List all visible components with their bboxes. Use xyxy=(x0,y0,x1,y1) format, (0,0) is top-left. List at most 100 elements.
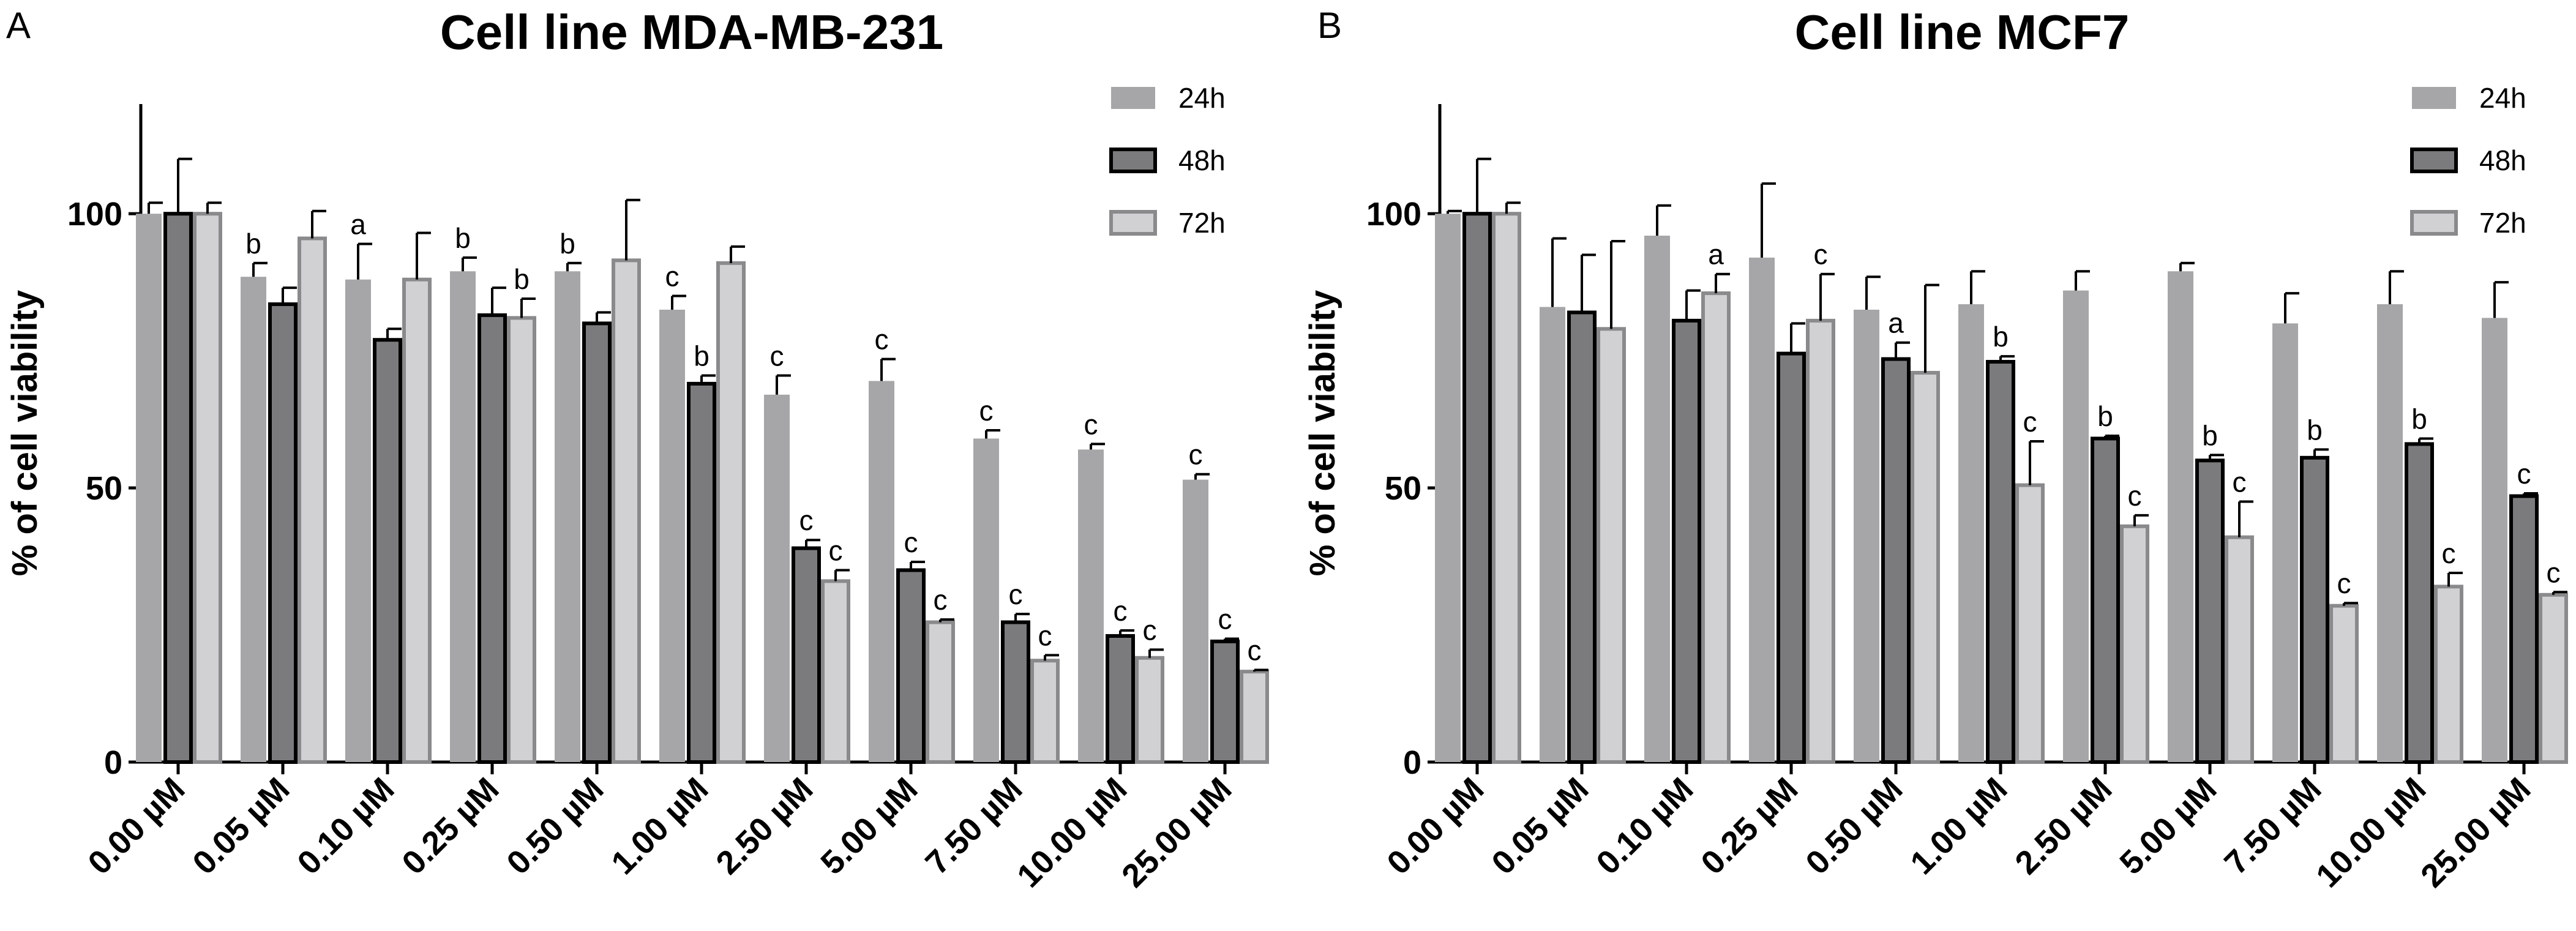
bar-24h xyxy=(1435,214,1461,763)
significance-label: c xyxy=(665,261,680,293)
x-tick-label: 0.05 µM xyxy=(185,771,296,881)
panel-letter: B xyxy=(1317,5,1342,46)
significance-label: c xyxy=(1218,603,1232,635)
significance-label: b xyxy=(560,228,575,260)
legend-label: 72h xyxy=(2479,207,2526,239)
bar-48h xyxy=(1881,357,1911,764)
y-tick-label: 0 xyxy=(1403,744,1421,781)
bar-72h xyxy=(1911,370,1940,764)
x-tick-label: 0.50 µM xyxy=(1799,771,1909,881)
significance-label: c xyxy=(979,395,994,427)
significance-label: b xyxy=(245,228,261,260)
bar-24h xyxy=(241,277,266,762)
bar-24h xyxy=(973,438,999,762)
significance-label: c xyxy=(904,526,918,558)
legend-swatch-48h xyxy=(2410,148,2458,173)
significance-label: b xyxy=(514,263,530,295)
significance-label: c xyxy=(1248,635,1262,667)
legend-swatch-24h xyxy=(2412,87,2456,109)
x-tick-label: 25.00 µM xyxy=(2414,771,2537,894)
bar-72h xyxy=(402,277,432,764)
bar-48h xyxy=(1567,310,1597,764)
bar-48h xyxy=(1210,639,1240,764)
bar-72h xyxy=(716,261,746,764)
bar-72h xyxy=(1030,659,1060,765)
bar-72h xyxy=(2539,593,2568,764)
bar-72h xyxy=(1135,656,1164,764)
bar-24h xyxy=(1958,304,1984,763)
bar-24h xyxy=(1749,257,1775,762)
legend-swatch-48h xyxy=(1109,148,1157,173)
significance-label: c xyxy=(2337,567,2351,599)
bar-24h xyxy=(450,271,476,763)
y-axis-label: % of cell viability xyxy=(1303,290,1342,576)
bar-48h xyxy=(2405,442,2434,764)
bar-48h xyxy=(687,381,716,764)
legend-swatch-24h xyxy=(1111,87,1155,109)
significance-label: b xyxy=(2097,400,2113,432)
bar-48h xyxy=(582,321,612,764)
legend-label: 24h xyxy=(1178,82,1226,114)
chart-panel-a: A Cell line MDA-MB-231 % of cell viability… xyxy=(5,5,1269,894)
significance-label: c xyxy=(1038,619,1052,651)
bar-72h xyxy=(193,212,222,764)
significance-label: b xyxy=(2202,419,2218,451)
x-tick-label: 0.00 µM xyxy=(81,771,192,881)
bar-24h xyxy=(1540,307,1565,762)
x-tick-label: 0.50 µM xyxy=(500,771,610,881)
legend-label: 24h xyxy=(2479,82,2526,114)
bar-48h xyxy=(896,568,926,764)
chart-panel-b: B Cell line MCF7 % of cell viability 0 50 100… xyxy=(1303,5,2568,894)
significance-label: b xyxy=(1993,321,2009,353)
y-tick-label: 0 xyxy=(104,744,122,781)
significance-label: c xyxy=(1189,439,1203,471)
significance-label: b xyxy=(455,222,471,254)
bar-72h xyxy=(612,258,641,764)
significance-label: c xyxy=(799,504,814,536)
bar-48h xyxy=(268,302,298,764)
bar-48h xyxy=(477,313,507,764)
bar-48h xyxy=(792,546,821,764)
y-tick-label: 50 xyxy=(86,470,122,507)
legend-swatch-72h xyxy=(2410,210,2458,236)
significance-label: c xyxy=(1009,578,1023,610)
significance-label: c xyxy=(2442,537,2456,569)
x-tick-label: 25.00 µM xyxy=(1115,771,1238,894)
bar-24h xyxy=(2063,290,2089,762)
bar-72h xyxy=(1701,291,1731,764)
legend-label: 48h xyxy=(1178,144,1226,176)
y-tick-label: 50 xyxy=(1385,470,1421,507)
y-tick-label: 100 xyxy=(67,196,122,233)
significance-label: c xyxy=(875,324,889,356)
significance-label: c xyxy=(2023,406,2037,438)
x-tick-label: 7.50 µM xyxy=(2217,771,2328,881)
bar-24h xyxy=(869,381,894,762)
chart-title: Cell line MCF7 xyxy=(1795,5,2130,59)
significance-label: c xyxy=(770,340,784,372)
x-tick-label: 0.25 µM xyxy=(395,771,506,881)
bar-72h xyxy=(298,236,327,764)
significance-label: a xyxy=(1708,239,1724,271)
significance-label: c xyxy=(1084,408,1098,440)
bar-24h xyxy=(2377,304,2403,763)
bar-48h xyxy=(2300,455,2329,764)
significance-label: c xyxy=(2517,458,2531,490)
bar-24h xyxy=(2272,323,2298,762)
significance-label: c xyxy=(2233,466,2247,498)
bar-48h xyxy=(1777,351,1806,764)
bar-72h xyxy=(1806,318,1835,764)
significance-label: a xyxy=(350,208,366,240)
significance-label: b xyxy=(2307,414,2323,446)
bar-72h xyxy=(1597,327,1626,764)
chart-title: Cell line MDA-MB-231 xyxy=(440,5,943,59)
y-tick-label: 100 xyxy=(1366,196,1421,233)
bar-48h xyxy=(1672,318,1701,764)
significance-label: c xyxy=(1143,614,1157,646)
bar-24h xyxy=(1644,236,1670,762)
significance-label: a xyxy=(1888,307,1904,339)
bar-48h xyxy=(2509,494,2539,764)
bar-72h xyxy=(1240,670,1269,764)
bar-72h xyxy=(507,316,536,764)
bar-24h xyxy=(2482,318,2507,762)
